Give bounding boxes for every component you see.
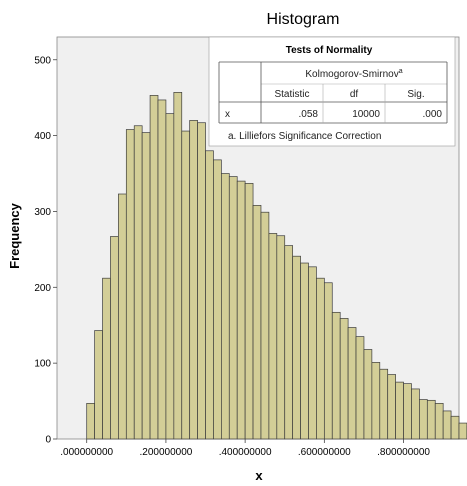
histogram-bar <box>268 233 278 440</box>
histogram-bar <box>434 403 444 440</box>
y-tick-label: 300 <box>34 207 51 218</box>
histogram-bar <box>110 236 119 440</box>
histogram-bar <box>165 113 175 440</box>
histogram-bar <box>181 130 191 440</box>
y-axis: 0 100 200 300 400 500 <box>34 55 57 446</box>
histogram-bar <box>228 176 238 440</box>
group-header-superscript: a <box>399 68 403 75</box>
histogram-bar <box>141 132 151 440</box>
cell-sig: .000 <box>423 109 443 120</box>
histogram-bar <box>331 311 341 440</box>
histogram-bar <box>133 125 143 440</box>
histogram-bar <box>221 173 230 440</box>
histogram-bar <box>458 422 467 440</box>
histogram-bar <box>213 159 222 440</box>
y-tick-label: 100 <box>34 359 51 370</box>
histogram-bar <box>102 277 111 440</box>
histogram-bar <box>94 330 103 440</box>
histogram-bar <box>260 211 270 440</box>
histogram-bar <box>355 336 365 440</box>
table-footnote: a. Lilliefors Significance Correction <box>228 131 381 142</box>
histogram-bar <box>292 255 301 440</box>
table-group-header: Kolmogorov-Smirnova <box>305 68 402 80</box>
histogram-bar <box>118 193 127 440</box>
histogram-bar <box>189 120 198 440</box>
chart-title: Histogram <box>267 11 340 28</box>
histogram-bar <box>284 245 294 440</box>
histogram-bar <box>173 92 183 440</box>
col-header-sig: Sig. <box>407 89 424 100</box>
histogram-bar <box>442 410 452 440</box>
histogram-bar <box>387 374 396 440</box>
histogram-bar <box>308 266 317 440</box>
col-header-df: df <box>350 89 359 100</box>
histogram-bar <box>363 349 373 440</box>
histogram-bar <box>419 399 428 440</box>
histogram-bar <box>252 205 262 440</box>
histogram-bar <box>236 180 246 440</box>
table-title: Tests of Normality <box>286 45 373 56</box>
y-tick-label: 400 <box>34 131 51 142</box>
histogram-bar <box>371 362 381 440</box>
y-tick-label: 500 <box>34 55 51 66</box>
histogram-bar <box>125 129 135 440</box>
histogram-bar <box>149 95 159 440</box>
histogram-bar <box>86 403 95 440</box>
y-axis-label: Frequency <box>7 202 22 269</box>
normality-table: Tests of Normality Kolmogorov-Smirnova S… <box>208 36 456 147</box>
col-header-statistic: Statistic <box>274 89 309 100</box>
row-label: x <box>225 109 230 120</box>
histogram-bar <box>300 262 309 440</box>
histogram-bar <box>205 150 214 440</box>
bars-group <box>86 92 467 440</box>
x-tick-label: .200000000 <box>139 447 192 458</box>
histogram-bar <box>379 368 389 440</box>
histogram-bar <box>323 282 333 440</box>
histogram-bar <box>347 327 357 440</box>
cell-df: 10000 <box>352 109 380 120</box>
group-header-text: Kolmogorov-Smirnov <box>305 69 398 80</box>
histogram-bar <box>316 277 325 440</box>
histogram-bar <box>157 99 167 440</box>
y-tick-label: 0 <box>45 435 51 446</box>
y-tick-label: 200 <box>34 283 51 294</box>
x-axis-label: x <box>255 468 263 483</box>
x-tick-label: .400000000 <box>219 447 272 458</box>
x-tick-label: .600000000 <box>298 447 351 458</box>
x-axis: .000000000 .200000000 .400000000 .600000000… <box>60 439 430 458</box>
x-tick-label: .000000000 <box>60 447 113 458</box>
histogram-bar <box>276 235 286 440</box>
histogram-bar <box>450 415 460 440</box>
histogram-bar <box>339 318 349 440</box>
cell-statistic: .058 <box>299 109 319 120</box>
histogram-bar <box>426 399 436 440</box>
histogram-bar <box>395 381 404 440</box>
histogram-bar <box>403 383 412 440</box>
table-background <box>208 36 456 147</box>
x-tick-label: .800000000 <box>377 447 430 458</box>
histogram-bar <box>411 388 420 440</box>
histogram-bar <box>197 122 206 440</box>
histogram-bar <box>244 183 254 440</box>
